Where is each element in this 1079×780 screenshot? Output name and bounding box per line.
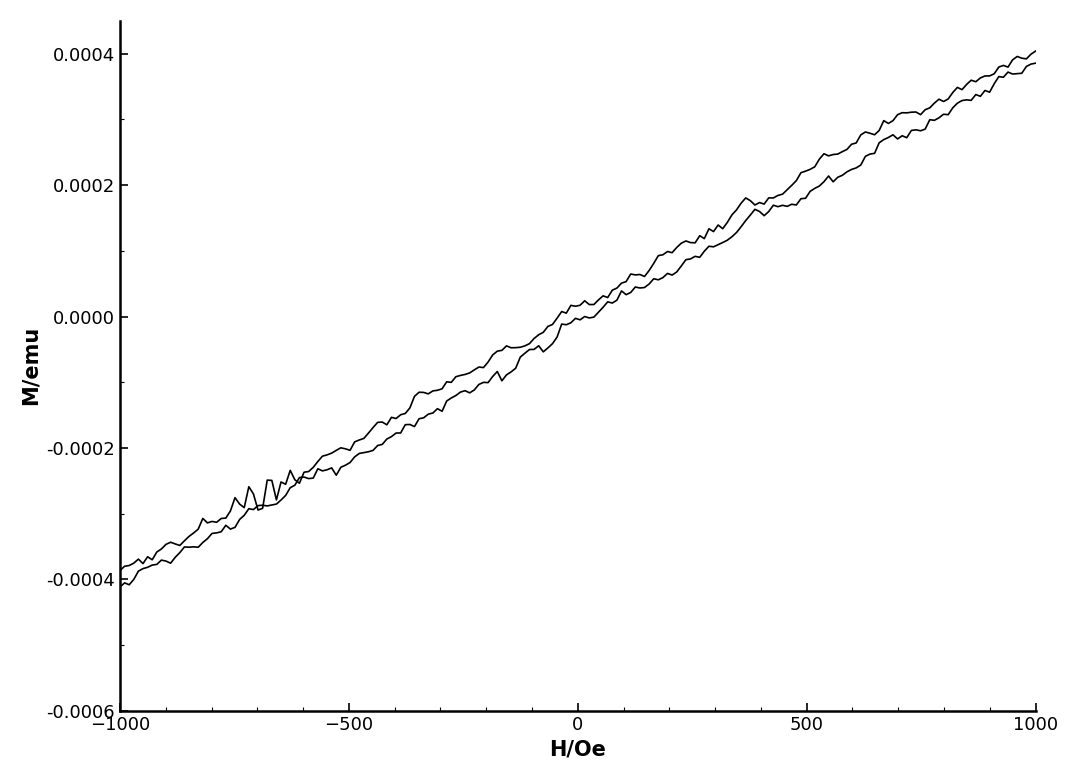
X-axis label: H/Oe: H/Oe	[549, 739, 606, 759]
Y-axis label: M/emu: M/emu	[21, 326, 41, 406]
